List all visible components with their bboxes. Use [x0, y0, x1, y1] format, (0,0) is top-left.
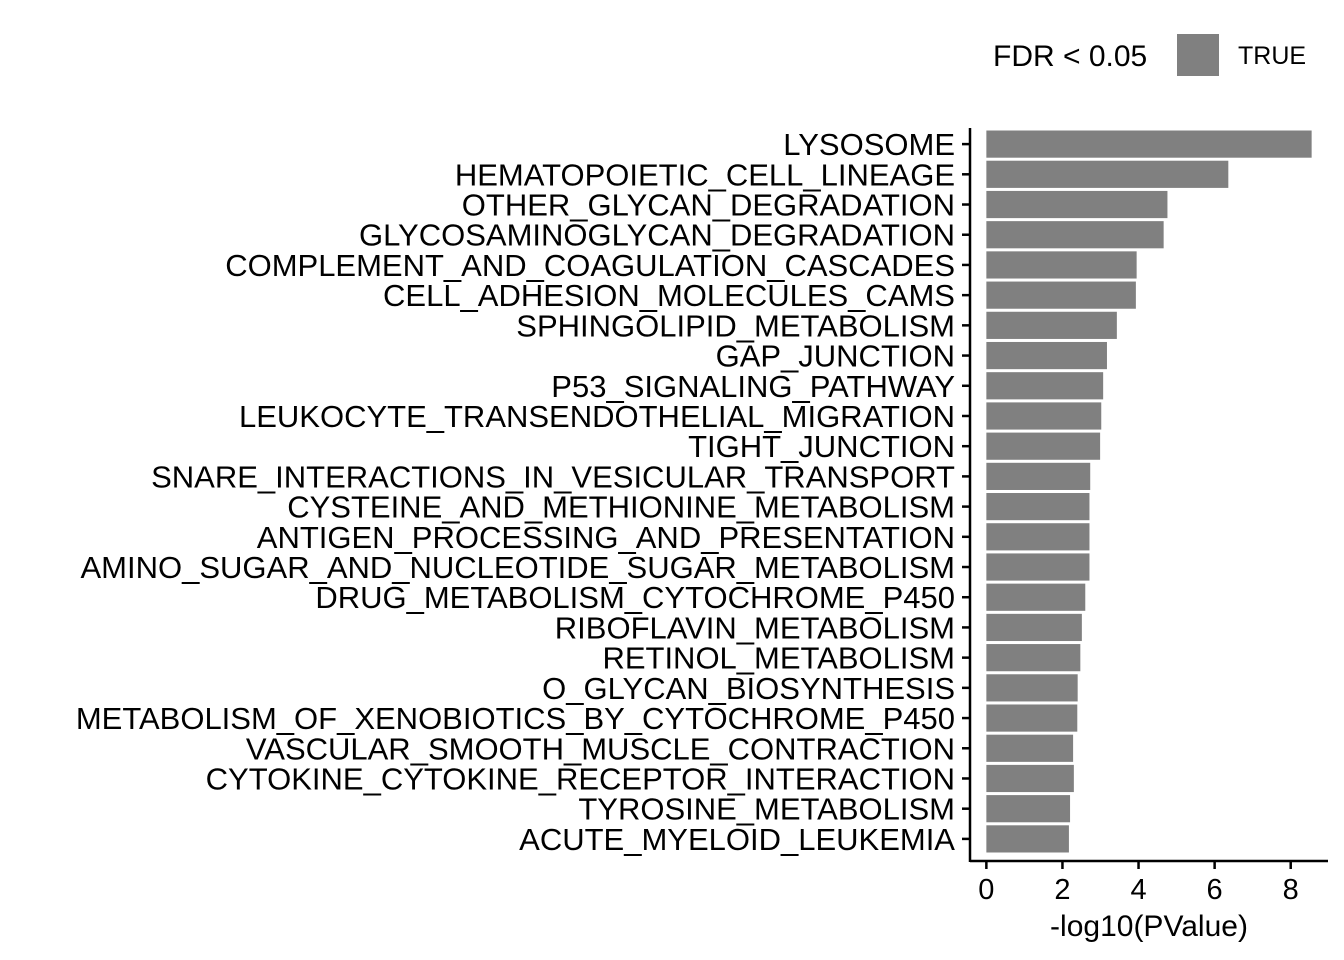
category-label: RETINOL_METABOLISM	[602, 641, 955, 676]
x-tick-label: 2	[1054, 874, 1070, 906]
x-axis-title: -log10(PValue)	[1050, 910, 1248, 943]
category-label: RIBOFLAVIN_METABOLISM	[555, 610, 955, 645]
bar	[986, 613, 1082, 642]
category-label: LEUKOCYTE_TRANSENDOTHELIAL_MIGRATION	[239, 399, 955, 434]
category-label: AMINO_SUGAR_AND_NUCLEOTIDE_SUGAR_METABOL…	[80, 550, 955, 585]
x-tick-label: 4	[1130, 874, 1146, 906]
legend-title: FDR < 0.05	[993, 40, 1147, 73]
category-label: CELL_ADHESION_MOLECULES_CAMS	[383, 278, 955, 313]
bar	[986, 190, 1168, 219]
bar	[986, 432, 1101, 460]
category-label: HEMATOPOIETIC_CELL_LINEAGE	[455, 157, 955, 192]
bar	[986, 160, 1229, 188]
category-label: SPHINGOLIPID_METABOLISM	[516, 308, 955, 343]
bar	[986, 553, 1090, 581]
legend: FDR < 0.05 TRUE	[993, 34, 1306, 76]
bar	[986, 402, 1102, 430]
category-label: OTHER_GLYCAN_DEGRADATION	[462, 188, 955, 223]
category-label: SNARE_INTERACTIONS_IN_VESICULAR_TRANSPOR…	[151, 459, 955, 494]
category-label: COMPLEMENT_AND_COAGULATION_CASCADES	[225, 248, 955, 283]
axes	[962, 128, 1328, 863]
category-label: METABOLISM_OF_XENOBIOTICS_BY_CYTOCHROME_…	[76, 701, 955, 736]
legend-label: TRUE	[1238, 42, 1306, 70]
bar	[986, 825, 1069, 853]
category-label: GAP_JUNCTION	[716, 339, 955, 374]
category-label: CYTOKINE_CYTOKINE_RECEPTOR_INTERACTION	[206, 761, 955, 796]
bar	[986, 251, 1137, 279]
x-tick-label: 6	[1207, 874, 1223, 906]
bar	[986, 341, 1107, 370]
category-label: P53_SIGNALING_PATHWAY	[551, 369, 955, 404]
bar	[986, 795, 1071, 823]
category-label: TIGHT_JUNCTION	[688, 429, 955, 464]
category-label: GLYCOSAMINOGLYCAN_DEGRADATION	[359, 218, 955, 253]
category-label: O_GLYCAN_BIOSYNTHESIS	[542, 671, 955, 706]
category-label: ANTIGEN_PROCESSING_AND_PRESENTATION	[257, 520, 955, 555]
bar	[986, 764, 1074, 793]
bar	[986, 674, 1078, 702]
x-tick-label: 0	[978, 874, 994, 906]
category-label: DRUG_METABOLISM_CYTOCHROME_P450	[315, 580, 955, 615]
category-label: ACUTE_MYELOID_LEUKEMIA	[519, 822, 955, 857]
bar	[986, 221, 1164, 249]
category-label: TYROSINE_METABOLISM	[578, 792, 955, 827]
bar	[986, 372, 1104, 400]
category-label: VASCULAR_SMOOTH_MUSCLE_CONTRACTION	[246, 731, 955, 766]
x-ticks: 0 2 4 6 8	[978, 861, 1299, 906]
category-labels: LYSOSOMEHEMATOPOIETIC_CELL_LINEAGEOTHER_…	[76, 127, 955, 857]
bar	[986, 704, 1078, 732]
category-label: CYSTEINE_AND_METHIONINE_METABOLISM	[287, 490, 955, 525]
bars-group	[986, 130, 1312, 853]
x-tick-label: 8	[1283, 874, 1299, 906]
bar	[986, 493, 1090, 521]
bar	[986, 311, 1117, 339]
bar	[986, 734, 1074, 762]
bar	[986, 462, 1091, 490]
legend-swatch	[1177, 34, 1219, 76]
bar	[986, 130, 1312, 158]
category-label: LYSOSOME	[783, 127, 955, 162]
bar	[986, 644, 1081, 672]
bar	[986, 583, 1086, 611]
bar	[986, 281, 1136, 309]
bar	[986, 523, 1090, 551]
